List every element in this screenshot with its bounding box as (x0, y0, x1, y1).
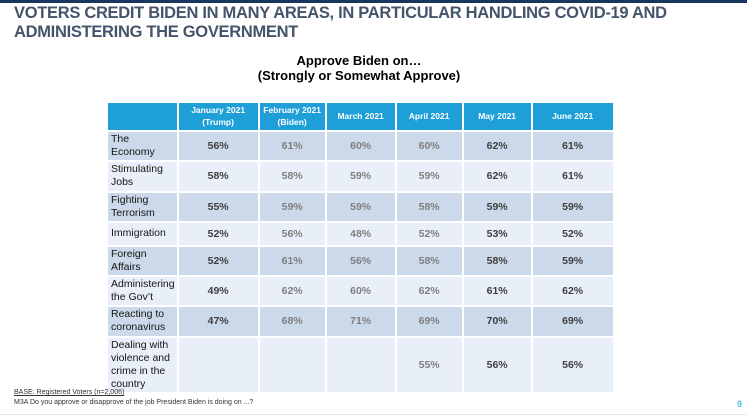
table-cell: 58% (396, 192, 462, 221)
footer: BASE: Registered Voters (n=2,006) M3A Do… (14, 388, 253, 408)
table-header-row: January 2021 (Trump) February 2021 (Biden… (108, 103, 613, 130)
column-header: April 2021 (396, 103, 462, 130)
table-cell: 58% (178, 162, 258, 191)
table-cell (326, 337, 395, 392)
table-cell: 59% (326, 162, 395, 191)
table-row: Administering the Gov’t 49% 62% 60% 62% 61% 62… (108, 277, 613, 306)
table-cell: 56% (463, 337, 531, 392)
row-label: Immigration (108, 222, 177, 245)
table-row: Fighting Terrorism 55% 59% 59% 58% 59% 59% (108, 192, 613, 221)
table-cell: 52% (178, 246, 258, 275)
footer-question: M3A Do you approve or disapprove of the … (14, 399, 254, 407)
approval-table: January 2021 (Trump) February 2021 (Biden… (106, 101, 615, 394)
table-cell: 53% (463, 222, 531, 245)
table-cell: 52% (532, 222, 613, 245)
row-label: Reacting to coronavirus (108, 307, 177, 336)
table-cell: 56% (178, 132, 258, 161)
table-cell: 58% (396, 246, 462, 275)
table-cell: 61% (463, 277, 531, 306)
table-cell: 62% (259, 277, 325, 306)
table-cell: 71% (326, 307, 395, 336)
table-cell: 56% (532, 337, 613, 392)
table-cell: 59% (326, 192, 395, 221)
row-label: Administering the Gov’t (108, 277, 177, 306)
row-label: Stimulating Jobs (108, 162, 177, 191)
subtitle-line-2: (Strongly or Somewhat Approve) (257, 68, 461, 84)
column-header: May 2021 (463, 103, 531, 130)
table-cell: 59% (463, 192, 531, 221)
column-header: February 2021 (Biden) (259, 103, 325, 130)
row-label: Fighting Terrorism (108, 192, 177, 221)
column-header: June 2021 (532, 103, 613, 130)
table-cell: 62% (396, 277, 462, 306)
table-cell: 69% (396, 307, 462, 336)
page-number: 9 (736, 399, 742, 409)
table-row: Stimulating Jobs 58% 58% 59% 59% 62% 61% (108, 162, 613, 191)
table-cell (178, 337, 258, 392)
row-label: The Economy (108, 132, 177, 161)
table-cell (259, 337, 325, 392)
table-cell: 52% (396, 222, 462, 245)
table-cell: 69% (532, 307, 613, 336)
corner-header-cell (108, 103, 177, 130)
table-cell: 56% (259, 222, 325, 245)
table-cell: 59% (396, 162, 462, 191)
page-title: VOTERS CREDIT BIDEN IN MANY AREAS, IN PA… (14, 4, 667, 41)
table-cell: 55% (178, 192, 258, 221)
table-row: Dealing with violence and crime in the c… (108, 337, 613, 392)
table-cell: 60% (326, 132, 395, 161)
table-cell: 59% (532, 192, 613, 221)
table-cell: 62% (463, 132, 531, 161)
column-header: January 2021 (Trump) (178, 103, 258, 130)
table-cell: 62% (463, 162, 531, 191)
table-cell: 59% (259, 192, 325, 221)
table-cell: 61% (259, 246, 325, 275)
table-cell: 60% (396, 132, 462, 161)
row-label: Foreign Affairs (108, 246, 177, 275)
table-cell: 58% (259, 162, 325, 191)
table-cell: 62% (532, 277, 613, 306)
table-cell: 60% (326, 277, 395, 306)
table-cell: 47% (178, 307, 258, 336)
top-rule (0, 0, 747, 3)
table-cell: 68% (259, 307, 325, 336)
table-cell: 56% (326, 246, 395, 275)
table-cell: 61% (259, 132, 325, 161)
table-body: The Economy 56% 61% 60% 60% 62% 61% Stimulating… (108, 132, 613, 392)
footer-base: BASE: Registered Voters (n=2,006) (14, 389, 125, 396)
table-row: Immigration 52% 56% 48% 52% 53% 52% (108, 222, 613, 245)
table-cell: 61% (532, 162, 613, 191)
table-row: The Economy 56% 61% 60% 60% 62% 61% (108, 132, 613, 161)
row-label: Dealing with violence and crime in the c… (108, 337, 177, 392)
table-cell: 59% (532, 246, 613, 275)
subtitle-line-1: Approve Biden on… (296, 53, 422, 68)
table-row: Reacting to coronavirus 47% 68% 71% 69% 70% 69… (108, 307, 613, 336)
table-subtitle: Approve Biden on… (Strongly or Somewhat … (108, 53, 610, 84)
column-header: March 2021 (326, 103, 395, 130)
table-cell: 55% (396, 337, 462, 392)
table-cell: 58% (463, 246, 531, 275)
table-cell: 52% (178, 222, 258, 245)
table-cell: 70% (463, 307, 531, 336)
table-cell: 48% (326, 222, 395, 245)
table-cell: 49% (178, 277, 258, 306)
table-cell: 61% (532, 132, 613, 161)
table-row: Foreign Affairs 52% 61% 56% 58% 58% 59% (108, 246, 613, 275)
